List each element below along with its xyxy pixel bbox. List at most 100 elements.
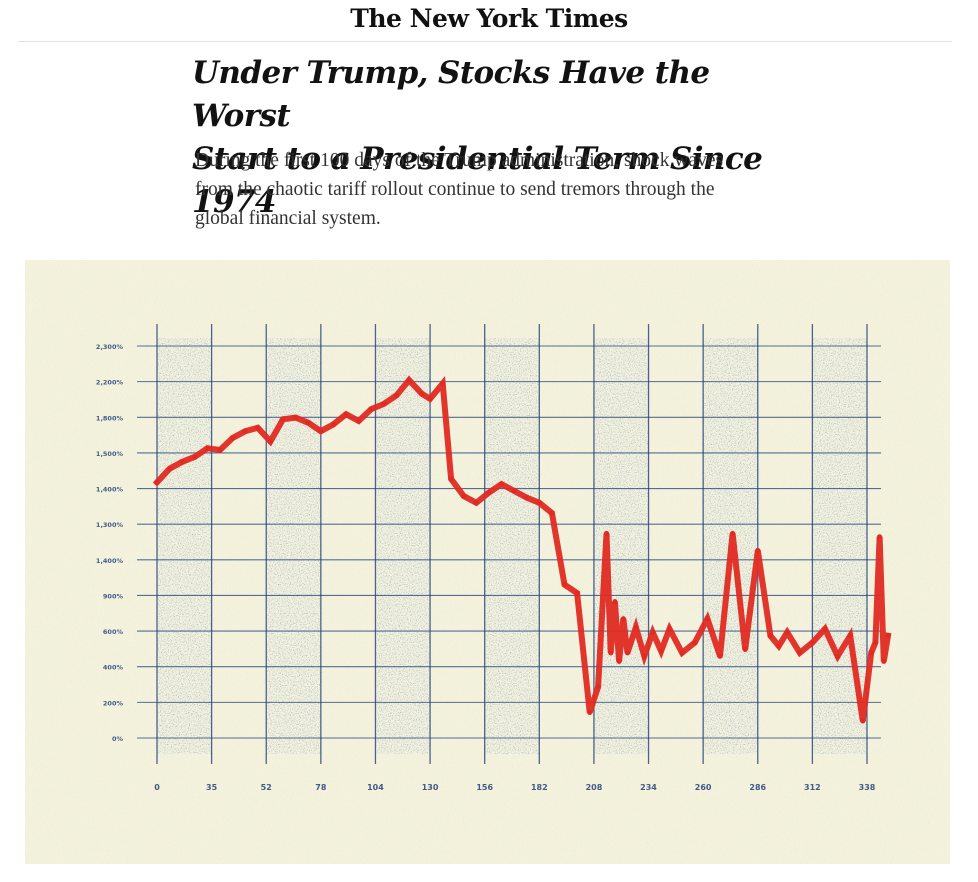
x-tick-label: 286 bbox=[749, 783, 766, 792]
series-point bbox=[204, 445, 211, 451]
series-point bbox=[881, 658, 887, 664]
x-tick-label: 260 bbox=[695, 783, 712, 792]
x-tick-label: 52 bbox=[261, 783, 272, 792]
x-axis-tick-labels: 0 35 52 78 104 130 156 182 208 234 260 286 312 338 bbox=[154, 783, 876, 792]
y-tick-label: 0% bbox=[112, 735, 124, 743]
y-tick-label: 1,500% bbox=[96, 450, 124, 458]
series-point bbox=[549, 510, 555, 516]
series-point bbox=[776, 643, 782, 649]
x-tick-label: 130 bbox=[422, 783, 439, 792]
series-point bbox=[536, 500, 542, 506]
series-point bbox=[797, 650, 803, 656]
series-point bbox=[620, 616, 626, 622]
series-point bbox=[511, 488, 517, 494]
series-point bbox=[461, 493, 467, 499]
series-point bbox=[872, 639, 879, 646]
masthead-divider bbox=[18, 41, 952, 42]
x-tick-label: 182 bbox=[531, 783, 548, 792]
series-point bbox=[587, 709, 593, 716]
series-point bbox=[616, 658, 622, 664]
series-point bbox=[612, 599, 618, 605]
shaded-band bbox=[157, 338, 212, 754]
series-point bbox=[650, 629, 656, 635]
shaded-band bbox=[375, 338, 431, 754]
x-tick-label: 208 bbox=[586, 783, 603, 792]
x-tick-label: 156 bbox=[476, 783, 493, 792]
x-tick-label: 78 bbox=[315, 783, 327, 792]
series-point bbox=[448, 476, 454, 482]
x-tick-label: 338 bbox=[859, 783, 876, 792]
series-point bbox=[230, 435, 236, 441]
y-tick-label: 2,300% bbox=[96, 343, 124, 351]
nyt-logo[interactable]: The New York Times bbox=[350, 4, 628, 33]
article-headline: Under Trump, Stocks Have the Worst Start… bbox=[192, 52, 792, 224]
series-point bbox=[574, 590, 580, 596]
series-point bbox=[280, 416, 286, 422]
series-point bbox=[381, 401, 387, 407]
series-point bbox=[877, 534, 883, 540]
series-point bbox=[524, 495, 530, 501]
series-point bbox=[755, 547, 761, 554]
series-point bbox=[868, 650, 874, 656]
series-point bbox=[742, 646, 748, 652]
series-point bbox=[242, 428, 248, 434]
series-point bbox=[154, 479, 160, 485]
series-point bbox=[608, 650, 614, 656]
headline-line-1: Under Trump, Stocks Have the Worst bbox=[192, 55, 710, 134]
series-point bbox=[473, 500, 479, 506]
series-point bbox=[561, 582, 568, 588]
shaded-band bbox=[266, 338, 321, 754]
series-point bbox=[704, 616, 710, 622]
series-point bbox=[255, 425, 261, 431]
article-dek: During the first 100 days of the Trump a… bbox=[195, 150, 724, 229]
masthead: The New York Times bbox=[0, 0, 978, 44]
y-tick-label: 200% bbox=[103, 699, 124, 707]
series-point bbox=[486, 489, 492, 496]
series-point bbox=[368, 406, 374, 412]
series-point bbox=[419, 391, 425, 397]
x-tick-label: 0 bbox=[154, 783, 160, 792]
series-point bbox=[440, 380, 446, 387]
series-point bbox=[330, 421, 337, 427]
x-tick-label: 312 bbox=[804, 783, 821, 792]
series-point bbox=[624, 650, 631, 656]
series-point bbox=[293, 414, 299, 421]
series-point bbox=[167, 466, 173, 472]
y-tick-label: 1,800% bbox=[96, 414, 124, 422]
series-point bbox=[393, 392, 400, 399]
series-point bbox=[498, 481, 505, 487]
series-point bbox=[767, 633, 773, 639]
series-point bbox=[603, 530, 610, 537]
series-point bbox=[343, 411, 349, 417]
series-point bbox=[406, 377, 412, 383]
x-tick-label: 234 bbox=[640, 783, 657, 792]
x-tick-label: 104 bbox=[367, 783, 384, 792]
series-point bbox=[860, 718, 866, 724]
series-point bbox=[834, 653, 841, 659]
series-point bbox=[885, 633, 891, 639]
series-point bbox=[847, 633, 853, 639]
y-tick-label: 1,300% bbox=[96, 521, 124, 529]
y-tick-label: 2,200% bbox=[96, 379, 124, 387]
stock-chart: 2,300% 2,200% 1,800% 1,500% 1,400% 1,300% 1,40… bbox=[25, 260, 950, 864]
series-point bbox=[692, 639, 698, 646]
series-point bbox=[356, 418, 362, 424]
y-tick-label: 600% bbox=[103, 628, 124, 636]
y-tick-label: 900% bbox=[103, 592, 124, 600]
series-point bbox=[192, 454, 198, 460]
series-point bbox=[641, 653, 647, 659]
series-point bbox=[305, 420, 311, 426]
x-tick-label: 35 bbox=[206, 783, 218, 792]
y-tick-label: 400% bbox=[103, 664, 124, 672]
chart-illustration: 2,300% 2,200% 1,800% 1,500% 1,400% 1,300% 1,40… bbox=[25, 260, 950, 864]
y-axis-tick-labels: 2,300% 2,200% 1,800% 1,500% 1,400% 1,300% 1,40… bbox=[96, 343, 124, 743]
series-point bbox=[318, 428, 324, 434]
series-point bbox=[427, 396, 433, 402]
series-point bbox=[217, 447, 223, 453]
series-point bbox=[595, 684, 601, 690]
shaded-band bbox=[593, 338, 649, 754]
series-point bbox=[658, 648, 664, 654]
y-tick-label: 1,400% bbox=[96, 557, 124, 565]
series-point bbox=[822, 626, 828, 632]
y-tick-label: 1,400% bbox=[96, 486, 124, 494]
